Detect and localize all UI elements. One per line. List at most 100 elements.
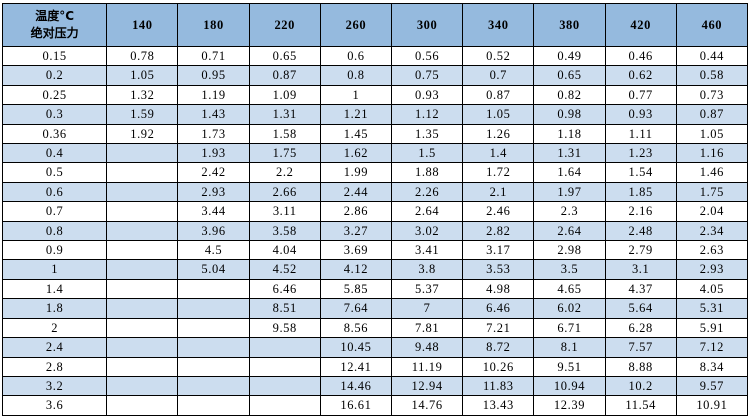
table-row: 1.8 8.51 7.64 7 6.46 6.02 5.64 5.31 <box>1 298 749 319</box>
data-cell <box>177 375 250 397</box>
row-header-pressure: 0.8 <box>1 220 108 242</box>
data-cell <box>177 317 250 339</box>
data-cell: 2.82 <box>462 220 535 242</box>
data-cell: 0.46 <box>604 45 677 67</box>
row-header-pressure: 2.8 <box>1 356 108 377</box>
data-cell: 12.94 <box>391 375 464 397</box>
data-cell: 1.32 <box>106 84 179 106</box>
data-cell: 3.58 <box>248 220 321 242</box>
data-cell: 3.8 <box>391 259 464 280</box>
data-cell: 2.1 <box>462 181 535 203</box>
data-cell: 0.58 <box>675 65 749 86</box>
table-row: 3.2 14.46 12.94 11.83 10.94 10.2 9.57 <box>1 375 749 397</box>
table-row: 2.8 12.41 11.19 10.26 9.51 8.88 8.34 <box>1 356 749 377</box>
data-cell: 1.45 <box>319 123 393 145</box>
data-cell: 0.98 <box>533 104 606 125</box>
data-cell: 3.41 <box>391 240 464 261</box>
data-cell: 0.87 <box>675 104 749 125</box>
corner-header-pressure-label: 绝对压力 <box>30 26 79 40</box>
data-cell: 1.35 <box>391 123 464 145</box>
data-cell: 11.19 <box>391 356 464 377</box>
data-cell: 1.97 <box>533 181 606 203</box>
column-header-temp-1: 180 <box>177 3 250 47</box>
data-cell <box>177 298 250 319</box>
data-cell: 1.73 <box>177 123 250 145</box>
data-cell: 8.51 <box>248 298 321 319</box>
data-cell: 3.44 <box>177 201 250 222</box>
data-cell: 4.52 <box>248 259 321 280</box>
data-cell: 13.43 <box>462 395 535 416</box>
data-cell: 8.88 <box>604 356 677 377</box>
data-cell: 8.34 <box>675 356 749 377</box>
data-cell: 3.17 <box>462 240 535 261</box>
data-cell: 0.44 <box>675 45 749 67</box>
data-cell: 3.5 <box>533 259 606 280</box>
data-cell: 8.56 <box>319 317 393 339</box>
data-cell: 2.3 <box>533 201 606 222</box>
data-cell: 12.39 <box>533 395 606 416</box>
data-cell: 5.37 <box>391 278 464 300</box>
data-cell: 0.49 <box>533 45 606 67</box>
data-cell: 1.93 <box>177 143 250 164</box>
row-header-pressure: 1.8 <box>1 298 108 319</box>
data-cell: 0.73 <box>675 84 749 106</box>
data-cell: 1.05 <box>675 123 749 145</box>
data-cell <box>106 240 179 261</box>
data-cell: 3.69 <box>319 240 393 261</box>
data-cell: 4.12 <box>319 259 393 280</box>
table-row: 0.5 2.42 2.2 1.99 1.88 1.72 1.64 1.54 1.46 <box>1 162 749 183</box>
data-cell: 1.18 <box>533 123 606 145</box>
data-cell: 3.02 <box>391 220 464 242</box>
row-header-pressure: 2.4 <box>1 337 108 358</box>
table-row: 0.9 4.5 4.04 3.69 3.41 3.17 2.98 2.79 2.63 <box>1 240 749 261</box>
data-cell <box>106 375 179 397</box>
data-cell <box>106 201 179 222</box>
data-cell: 1 <box>319 84 393 106</box>
data-cell: 0.77 <box>604 84 677 106</box>
data-cell <box>106 298 179 319</box>
column-header-temp-5: 340 <box>462 3 535 47</box>
column-header-temp-0: 140 <box>106 3 179 47</box>
table-header: 温度°C 绝对压力 140 180 220 260 300 340 380 42… <box>1 3 749 47</box>
data-cell: 5.04 <box>177 259 250 280</box>
data-cell: 4.65 <box>533 278 606 300</box>
data-cell: 2.48 <box>604 220 677 242</box>
table-row: 0.8 3.96 3.58 3.27 3.02 2.82 2.64 2.48 2.34 <box>1 220 749 242</box>
data-cell: 0.87 <box>248 65 321 86</box>
column-header-temp-2: 220 <box>248 3 321 47</box>
data-cell: 1.19 <box>177 84 250 106</box>
data-cell: 3.1 <box>604 259 677 280</box>
data-cell: 0.65 <box>248 45 321 67</box>
data-cell: 1.72 <box>462 162 535 183</box>
data-cell <box>106 395 179 416</box>
data-cell: 1.16 <box>675 143 749 164</box>
data-cell: 9.57 <box>675 375 749 397</box>
data-cell: 5.64 <box>604 298 677 319</box>
data-cell <box>177 356 250 377</box>
data-cell <box>177 395 250 416</box>
data-cell: 2.63 <box>675 240 749 261</box>
data-cell <box>248 395 321 416</box>
data-cell: 7.81 <box>391 317 464 339</box>
data-cell: 7.21 <box>462 317 535 339</box>
data-cell: 4.5 <box>177 240 250 261</box>
data-cell: 6.71 <box>533 317 606 339</box>
data-cell <box>106 317 179 339</box>
data-cell: 2.86 <box>319 201 393 222</box>
data-cell: 5.31 <box>675 298 749 319</box>
data-cell: 9.51 <box>533 356 606 377</box>
data-cell: 0.78 <box>106 45 179 67</box>
data-cell: 1.59 <box>106 104 179 125</box>
data-cell: 1.62 <box>319 143 393 164</box>
data-cell: 9.48 <box>391 337 464 358</box>
data-cell <box>106 337 179 358</box>
data-cell: 1.21 <box>319 104 393 125</box>
data-cell: 2.42 <box>177 162 250 183</box>
data-cell: 1.46 <box>675 162 749 183</box>
row-header-pressure: 0.15 <box>1 45 108 67</box>
data-cell <box>177 337 250 358</box>
data-cell: 0.8 <box>319 65 393 86</box>
data-cell: 6.46 <box>462 298 535 319</box>
data-cell: 6.46 <box>248 278 321 300</box>
